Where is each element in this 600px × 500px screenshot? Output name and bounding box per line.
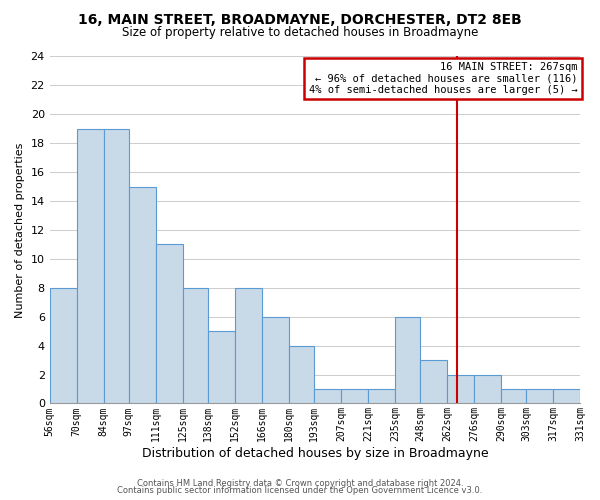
Bar	[420, 360, 447, 404]
Bar	[235, 288, 262, 404]
Bar	[368, 389, 395, 404]
Bar	[395, 316, 420, 404]
Bar	[526, 389, 553, 404]
Bar	[553, 389, 580, 404]
Y-axis label: Number of detached properties: Number of detached properties	[15, 142, 25, 318]
Text: 16 MAIN STREET: 267sqm
← 96% of detached houses are smaller (116)
4% of semi-det: 16 MAIN STREET: 267sqm ← 96% of detached…	[308, 62, 577, 95]
Text: Contains public sector information licensed under the Open Government Licence v3: Contains public sector information licen…	[118, 486, 482, 495]
Bar	[50, 288, 77, 404]
Bar	[104, 129, 129, 404]
Bar	[262, 316, 289, 404]
Text: Contains HM Land Registry data © Crown copyright and database right 2024.: Contains HM Land Registry data © Crown c…	[137, 478, 463, 488]
Bar	[341, 389, 368, 404]
Bar	[501, 389, 526, 404]
Bar	[447, 374, 474, 404]
Text: 16, MAIN STREET, BROADMAYNE, DORCHESTER, DT2 8EB: 16, MAIN STREET, BROADMAYNE, DORCHESTER,…	[78, 12, 522, 26]
Bar	[314, 389, 341, 404]
X-axis label: Distribution of detached houses by size in Broadmayne: Distribution of detached houses by size …	[142, 447, 488, 460]
Bar	[77, 129, 104, 404]
Bar	[156, 244, 183, 404]
Text: Size of property relative to detached houses in Broadmayne: Size of property relative to detached ho…	[122, 26, 478, 39]
Bar	[208, 331, 235, 404]
Bar	[183, 288, 208, 404]
Bar	[129, 186, 156, 404]
Bar	[474, 374, 501, 404]
Bar	[289, 346, 314, 404]
